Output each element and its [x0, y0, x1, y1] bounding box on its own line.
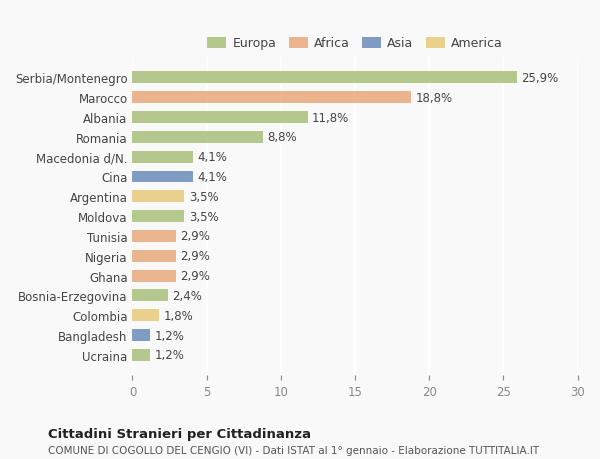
Bar	[133, 191, 184, 203]
Text: Cittadini Stranieri per Cittadinanza: Cittadini Stranieri per Cittadinanza	[48, 427, 311, 440]
Bar	[133, 72, 517, 84]
Text: 4,1%: 4,1%	[198, 151, 227, 164]
Text: 1,8%: 1,8%	[164, 309, 193, 322]
Bar	[133, 349, 150, 361]
Bar	[133, 250, 176, 262]
Text: 2,9%: 2,9%	[180, 250, 210, 263]
Text: 3,5%: 3,5%	[189, 190, 218, 203]
Legend: Europa, Africa, Asia, America: Europa, Africa, Asia, America	[202, 32, 508, 55]
Text: 3,5%: 3,5%	[189, 210, 218, 223]
Text: 25,9%: 25,9%	[521, 72, 559, 85]
Bar	[133, 132, 263, 144]
Text: COMUNE DI COGOLLO DEL CENGIO (VI) - Dati ISTAT al 1° gennaio - Elaborazione TUTT: COMUNE DI COGOLLO DEL CENGIO (VI) - Dati…	[48, 445, 539, 455]
Bar	[133, 230, 176, 242]
Text: 11,8%: 11,8%	[312, 111, 349, 124]
Text: 8,8%: 8,8%	[268, 131, 297, 144]
Bar	[133, 290, 168, 302]
Bar	[133, 270, 176, 282]
Text: 1,2%: 1,2%	[155, 348, 185, 362]
Text: 2,4%: 2,4%	[173, 289, 202, 302]
Text: 2,9%: 2,9%	[180, 230, 210, 243]
Text: 2,9%: 2,9%	[180, 269, 210, 282]
Bar	[133, 92, 412, 104]
Bar	[133, 211, 184, 223]
Bar	[133, 112, 308, 124]
Text: 18,8%: 18,8%	[416, 91, 453, 105]
Bar	[133, 151, 193, 163]
Bar	[133, 330, 150, 341]
Bar	[133, 171, 193, 183]
Text: 1,2%: 1,2%	[155, 329, 185, 342]
Text: 4,1%: 4,1%	[198, 171, 227, 184]
Bar	[133, 310, 159, 321]
